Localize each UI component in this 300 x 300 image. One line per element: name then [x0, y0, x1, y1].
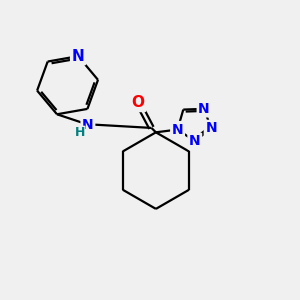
- Text: N: N: [72, 49, 85, 64]
- Text: O: O: [132, 95, 145, 110]
- Text: N: N: [205, 122, 217, 135]
- Text: N: N: [172, 122, 183, 136]
- Text: H: H: [74, 126, 85, 139]
- Text: N: N: [198, 102, 210, 116]
- Text: N: N: [189, 134, 201, 148]
- Text: N: N: [82, 118, 94, 132]
